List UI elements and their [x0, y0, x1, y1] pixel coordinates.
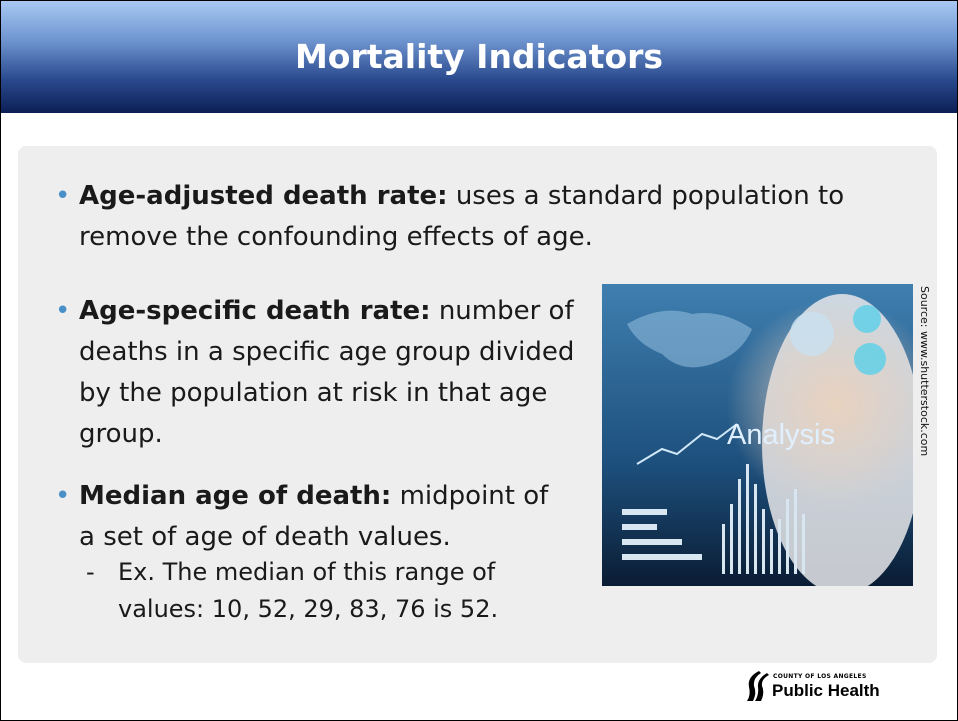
sub-bullet: Ex. The median of this range of values: … — [118, 554, 568, 628]
bullet: Age-adjusted death rate: uses a standard… — [79, 176, 869, 258]
slide-title: Mortality Indicators — [1, 37, 957, 76]
bullet-term: Age-adjusted death rate: — [79, 181, 448, 211]
image-source: Source: www.shutterstock.com — [918, 286, 931, 456]
bullet: Median age of death: midpoint of a set o… — [79, 476, 569, 558]
bullet-term: Median age of death: — [79, 481, 391, 511]
logo-text: County of Los Angeles — [773, 673, 867, 680]
photo: Analysis — [602, 284, 913, 586]
bullet-term: Age-specific death rate: — [79, 296, 431, 326]
photo-caption: Analysis — [727, 419, 835, 451]
bullet: Age-specific death rate: number of death… — [79, 291, 594, 455]
logo-text: Public Health — [772, 681, 880, 701]
logo-mark — [743, 669, 771, 703]
slide: Mortality Indicators Age-adjusted death … — [0, 0, 958, 721]
